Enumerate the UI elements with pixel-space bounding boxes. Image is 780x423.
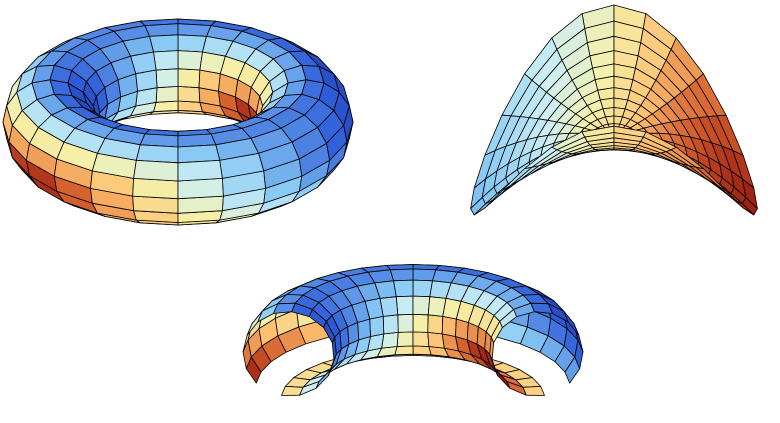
saddle-surface — [470, 4, 758, 216]
half-torus-facet — [381, 331, 399, 349]
torus-surface — [2, 18, 354, 226]
half-torus-facet — [395, 295, 414, 316]
torus-facet — [132, 177, 179, 200]
half-torus-surface — [242, 264, 584, 396]
torus-facet — [155, 86, 179, 103]
torus-facet — [177, 34, 207, 53]
half-torus-facet — [369, 315, 385, 337]
half-torus-facet — [397, 313, 414, 333]
torus-facet — [133, 159, 179, 182]
half-torus-facet — [291, 302, 313, 318]
half-torus-facet — [396, 331, 414, 347]
half-torus-facet — [382, 314, 399, 335]
half-torus-facet — [412, 313, 429, 333]
half-torus-facet — [393, 279, 414, 298]
half-torus-facet — [427, 314, 444, 335]
torus-facet — [149, 34, 179, 53]
torus-facet — [177, 23, 212, 37]
half-torus-facet — [441, 315, 457, 337]
half-torus-facet — [427, 331, 445, 349]
torus-facet — [177, 159, 223, 182]
torus-facet — [135, 144, 179, 164]
half-torus-facet — [412, 295, 431, 316]
half-torus-facet — [412, 345, 432, 356]
torus-facet — [155, 68, 179, 89]
torus-facet — [153, 50, 179, 71]
torus-facet — [177, 177, 224, 200]
torus-facet — [177, 68, 201, 89]
saddle-facet — [613, 125, 647, 138]
half-torus-facet — [389, 268, 414, 282]
half-torus-facet — [394, 345, 414, 356]
torus-facet — [177, 86, 201, 103]
half-torus-facet — [412, 331, 430, 347]
torus-facet — [177, 144, 221, 164]
half-torus-facet — [412, 268, 437, 282]
half-torus-facet — [412, 279, 433, 298]
half-torus-facet — [513, 302, 535, 318]
torus-facet — [144, 23, 179, 37]
torus-facet — [177, 50, 203, 71]
